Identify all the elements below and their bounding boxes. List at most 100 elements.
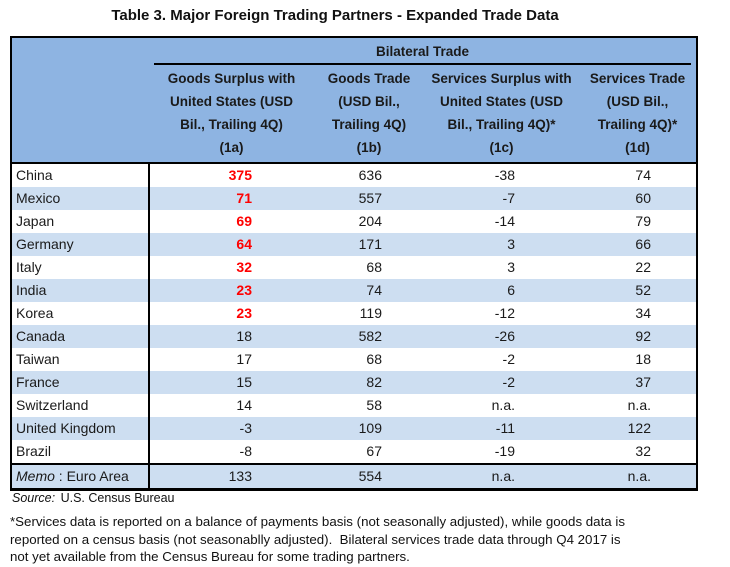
value-cell: 74	[314, 279, 424, 302]
value-cell: 171	[314, 233, 424, 256]
value-cell: -2	[424, 371, 579, 394]
value-cell: -19	[424, 440, 579, 464]
country-cell: Germany	[11, 233, 150, 256]
value-cell: -14	[424, 210, 579, 233]
value-cell: 557	[314, 187, 424, 210]
value-cell: 3	[424, 233, 579, 256]
source-line: Source: U.S. Census Bureau	[12, 491, 175, 505]
table-row-united-kingdom: United Kingdom -3 109 -11 122	[11, 417, 697, 440]
trade-data-table: Bilateral Trade Goods Surplus with Unite…	[10, 36, 698, 491]
column-header-row: Goods Surplus with United States (USD Bi…	[11, 65, 697, 164]
value-cell: n.a.	[579, 394, 697, 417]
table-row-mexico: Mexico 71 557 -7 60	[11, 187, 697, 210]
value-cell: 375	[149, 163, 314, 187]
table-row-korea: Korea 23 119 -12 34	[11, 302, 697, 325]
value-cell: -8	[149, 440, 314, 464]
value-cell: 18	[579, 348, 697, 371]
corner-cell	[11, 65, 149, 164]
value-cell: -3	[149, 417, 314, 440]
country-cell: Mexico	[11, 187, 150, 210]
value-cell: 32	[579, 440, 697, 464]
value-cell: 22	[579, 256, 697, 279]
value-cell: 69	[149, 210, 314, 233]
column-header-1d: Services Trade (USD Bil., Trailing 4Q)* …	[579, 65, 697, 164]
value-cell: 64	[149, 233, 314, 256]
source-text: U.S. Census Bureau	[57, 491, 175, 505]
group-header-label: Bilateral Trade	[154, 42, 691, 65]
footnote: *Services data is reported on a balance …	[10, 514, 625, 564]
value-cell: 52	[579, 279, 697, 302]
group-header-cell: Bilateral Trade	[149, 37, 697, 65]
value-cell: 109	[314, 417, 424, 440]
value-cell: n.a.	[424, 463, 579, 490]
value-cell: 122	[579, 417, 697, 440]
country-cell: United Kingdom	[11, 417, 150, 440]
table-row-canada: Canada 18 582 -26 92	[11, 325, 697, 348]
value-cell: -26	[424, 325, 579, 348]
table-row-switzerland: Switzerland 14 58 n.a. n.a.	[11, 394, 697, 417]
value-cell: -12	[424, 302, 579, 325]
group-header-row: Bilateral Trade	[11, 37, 697, 65]
value-cell: 14	[149, 394, 314, 417]
value-cell: 67	[314, 440, 424, 464]
value-cell: 15	[149, 371, 314, 394]
value-cell: 133	[149, 463, 314, 490]
value-cell: 79	[579, 210, 697, 233]
value-cell: 554	[314, 463, 424, 490]
value-cell: 37	[579, 371, 697, 394]
value-cell: n.a.	[424, 394, 579, 417]
value-cell: 3	[424, 256, 579, 279]
value-cell: 82	[314, 371, 424, 394]
value-cell: 23	[149, 279, 314, 302]
country-cell: Brazil	[11, 440, 150, 464]
column-header-1b: Goods Trade (USD Bil., Trailing 4Q) (1b)	[314, 65, 424, 164]
country-cell: Japan	[11, 210, 150, 233]
value-cell: 92	[579, 325, 697, 348]
country-cell: Italy	[11, 256, 150, 279]
value-cell: 17	[149, 348, 314, 371]
memo-label-rest: : Euro Area	[54, 468, 129, 484]
table-row-france: France 15 82 -2 37	[11, 371, 697, 394]
table-row-taiwan: Taiwan 17 68 -2 18	[11, 348, 697, 371]
country-cell: Canada	[11, 325, 150, 348]
country-cell: Switzerland	[11, 394, 150, 417]
value-cell: 66	[579, 233, 697, 256]
source-label: Source:	[12, 491, 56, 505]
table-row-memo-euro-area: Memo : Euro Area 133 554 n.a. n.a.	[11, 463, 697, 490]
corner-cell	[11, 37, 149, 65]
page-title: Table 3. Major Foreign Trading Partners …	[111, 7, 559, 24]
table-row-china: China 375 636 -38 74	[11, 163, 697, 187]
value-cell: 68	[314, 256, 424, 279]
table-row-india: India 23 74 6 52	[11, 279, 697, 302]
value-cell: 71	[149, 187, 314, 210]
table-row-germany: Germany 64 171 3 66	[11, 233, 697, 256]
value-cell: -11	[424, 417, 579, 440]
country-cell: Korea	[11, 302, 150, 325]
table-row-japan: Japan 69 204 -14 79	[11, 210, 697, 233]
value-cell: -7	[424, 187, 579, 210]
country-cell: Taiwan	[11, 348, 150, 371]
value-cell: 58	[314, 394, 424, 417]
table-body: China 375 636 -38 74 Mexico 71 557 -7 60…	[11, 163, 697, 490]
value-cell: n.a.	[579, 463, 697, 490]
value-cell: 636	[314, 163, 424, 187]
table-row-brazil: Brazil -8 67 -19 32	[11, 440, 697, 464]
value-cell: 582	[314, 325, 424, 348]
table-header: Bilateral Trade Goods Surplus with Unite…	[11, 37, 697, 164]
value-cell: 74	[579, 163, 697, 187]
country-cell: India	[11, 279, 150, 302]
value-cell: 34	[579, 302, 697, 325]
value-cell: 204	[314, 210, 424, 233]
value-cell: -38	[424, 163, 579, 187]
value-cell: 60	[579, 187, 697, 210]
value-cell: 18	[149, 325, 314, 348]
value-cell: -2	[424, 348, 579, 371]
country-cell: China	[11, 163, 150, 187]
value-cell: 6	[424, 279, 579, 302]
column-header-1a: Goods Surplus with United States (USD Bi…	[149, 65, 314, 164]
value-cell: 68	[314, 348, 424, 371]
value-cell: 119	[314, 302, 424, 325]
table-row-italy: Italy 32 68 3 22	[11, 256, 697, 279]
memo-label: Memo	[16, 468, 55, 484]
country-cell: Memo : Euro Area	[11, 463, 150, 490]
